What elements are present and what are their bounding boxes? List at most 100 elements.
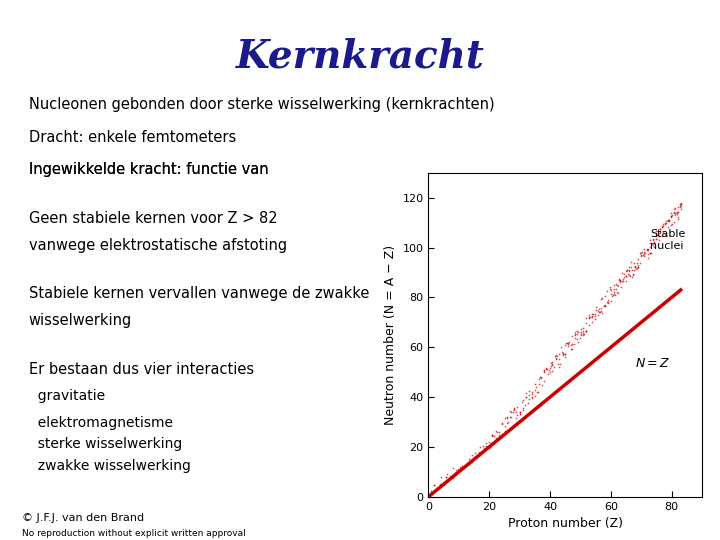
Point: [654, 228, 666, 237]
Point: [563, 338, 575, 346]
Point: [592, 310, 603, 319]
Point: [669, 209, 680, 218]
Point: [598, 301, 610, 310]
Point: [541, 364, 552, 373]
Point: [546, 360, 558, 368]
Point: [627, 269, 639, 278]
Point: [588, 310, 599, 319]
Point: [662, 222, 674, 231]
Point: [631, 259, 643, 268]
Point: [650, 234, 662, 243]
Point: [431, 485, 443, 494]
Point: [613, 274, 625, 283]
Point: [648, 238, 660, 246]
Point: [606, 292, 617, 301]
Point: [426, 489, 438, 497]
Text: elektromagnetisme: elektromagnetisme: [29, 416, 173, 430]
Point: [602, 286, 613, 295]
Point: [544, 364, 556, 373]
Point: [559, 350, 571, 359]
Point: [483, 437, 495, 446]
Point: [611, 280, 623, 289]
Point: [550, 354, 562, 362]
Point: [497, 429, 508, 438]
Point: [523, 395, 535, 403]
Point: [575, 329, 587, 338]
Point: [437, 478, 449, 487]
Point: [472, 452, 483, 461]
Point: [496, 420, 508, 428]
Point: [670, 204, 681, 213]
Point: [631, 264, 643, 272]
Point: [550, 351, 562, 360]
Point: [642, 246, 653, 254]
Point: [535, 373, 546, 381]
Point: [578, 329, 590, 338]
Point: [634, 258, 646, 267]
Point: [499, 421, 510, 430]
Point: [583, 314, 595, 322]
Point: [516, 398, 528, 407]
Point: [445, 472, 456, 481]
Point: [521, 388, 532, 397]
Text: sterke wisselwerking: sterke wisselwerking: [29, 437, 182, 451]
Point: [458, 462, 469, 471]
Point: [639, 247, 650, 256]
Point: [639, 249, 651, 258]
Point: [514, 410, 526, 418]
Point: [606, 286, 617, 295]
Point: [611, 285, 622, 294]
Point: [644, 248, 655, 257]
Point: [456, 464, 468, 473]
Point: [641, 246, 652, 254]
Point: [570, 330, 581, 339]
Point: [647, 240, 659, 249]
Point: [596, 308, 608, 317]
Point: [608, 290, 620, 299]
Text: Kernkracht: Kernkracht: [235, 38, 485, 76]
Point: [675, 199, 686, 208]
Point: [665, 221, 677, 230]
Point: [657, 220, 669, 229]
Point: [616, 277, 628, 286]
Point: [656, 232, 667, 241]
Point: [590, 309, 601, 318]
Point: [493, 428, 505, 436]
Point: [514, 408, 526, 417]
Point: [651, 231, 662, 239]
Point: [589, 312, 600, 320]
Point: [657, 227, 669, 236]
Point: [536, 373, 547, 381]
Point: [562, 339, 573, 347]
Point: [608, 288, 619, 296]
Y-axis label: Neutron number (N = A − Z): Neutron number (N = A − Z): [384, 245, 397, 425]
Point: [538, 368, 549, 376]
Point: [611, 279, 622, 288]
Point: [559, 353, 570, 361]
Point: [501, 418, 513, 427]
Point: [626, 262, 637, 271]
Point: [453, 464, 464, 473]
Point: [474, 442, 485, 451]
Point: [671, 208, 683, 217]
Point: [536, 381, 547, 389]
Point: [493, 431, 505, 440]
Point: [499, 427, 510, 435]
Point: [629, 261, 641, 270]
Point: [560, 339, 572, 348]
Point: [505, 408, 517, 416]
Point: [650, 235, 662, 244]
Point: [660, 220, 671, 228]
Point: [443, 475, 454, 484]
Point: [508, 408, 519, 416]
Point: [590, 315, 601, 323]
Point: [664, 217, 675, 225]
Point: [583, 321, 595, 330]
Point: [595, 295, 607, 303]
Point: [593, 307, 605, 316]
Point: [580, 319, 592, 327]
Point: [508, 404, 520, 413]
Point: [642, 254, 654, 262]
Point: [662, 215, 674, 224]
Point: [580, 326, 592, 335]
